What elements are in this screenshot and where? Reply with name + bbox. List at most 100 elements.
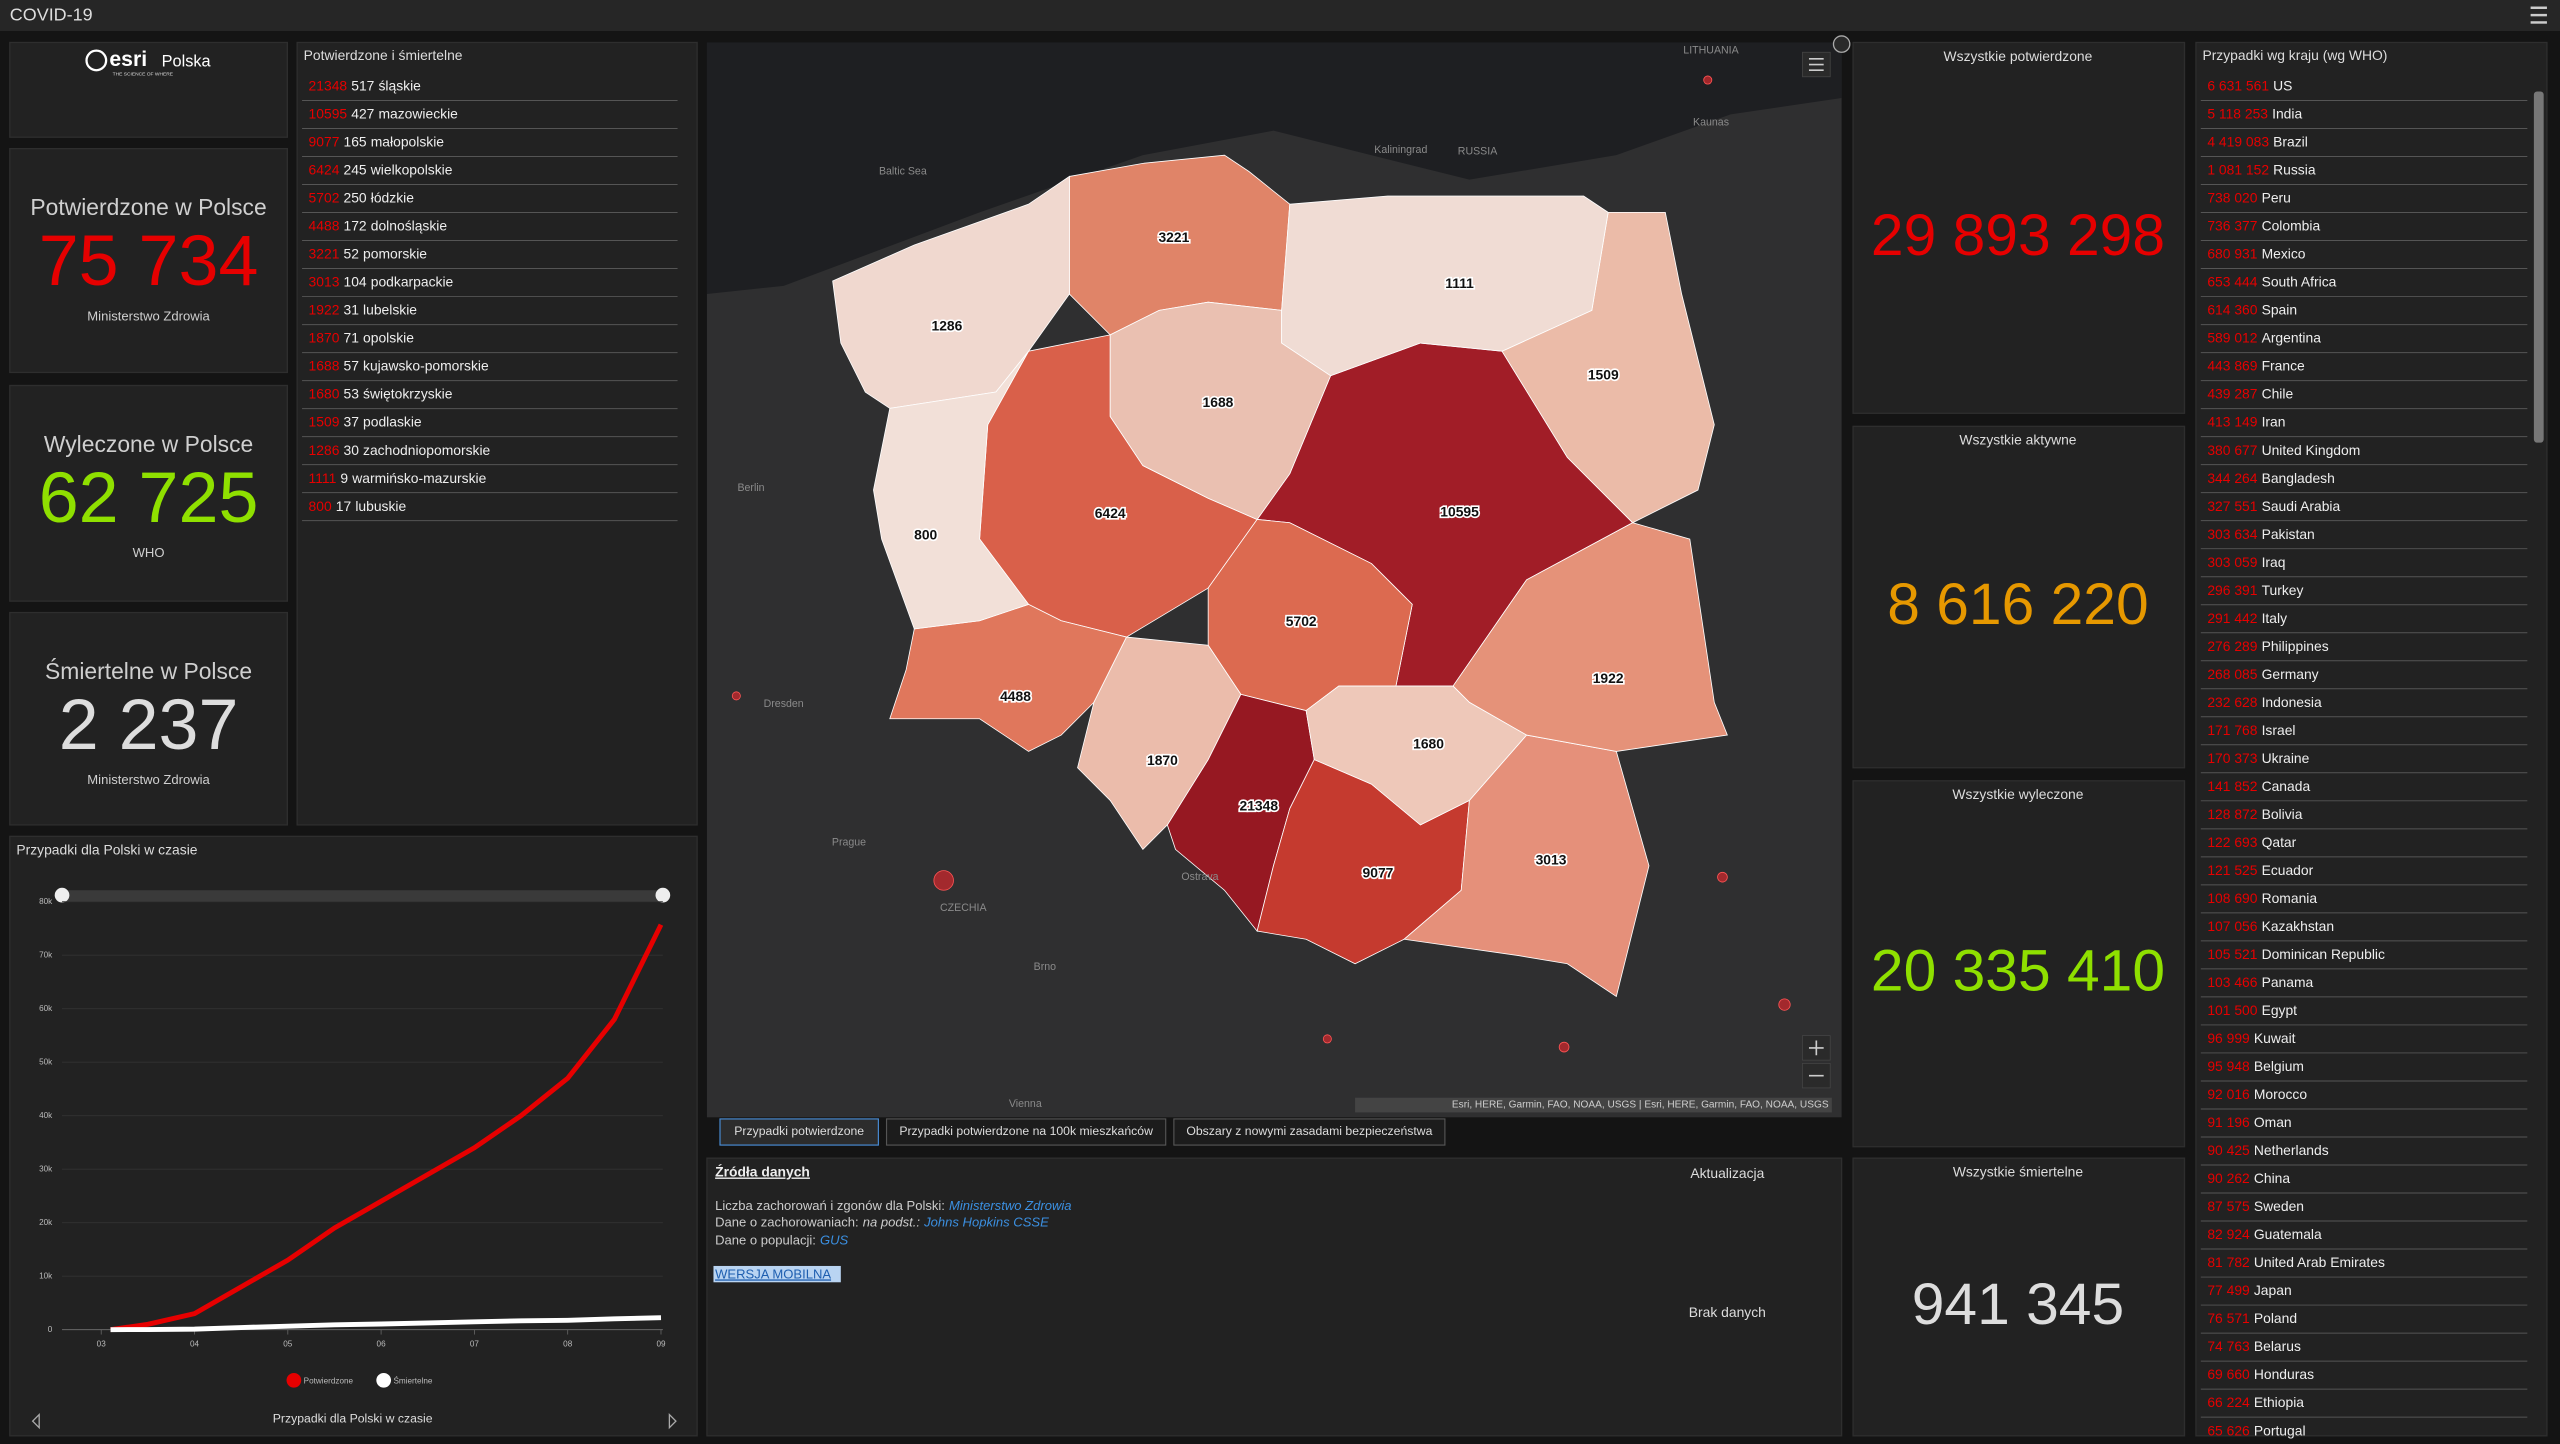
country-name: Brazil: [2273, 133, 2308, 149]
region-name: małopolskie: [371, 133, 445, 149]
x-tick-label: 06: [377, 1340, 387, 1349]
list-row: 276 289 Philippines: [2207, 638, 2328, 654]
series-line: [110, 923, 664, 1333]
region-cases: 1870: [309, 329, 340, 345]
mobile-highlight: [713, 1265, 841, 1283]
list-row: 141 852 Canada: [2207, 778, 2310, 794]
source-text: Dane o zachorowaniach:: [715, 1215, 859, 1230]
list-row: 10595 427 mazowieckie: [309, 105, 459, 121]
country-cases: 105 521: [2207, 946, 2257, 962]
list-row: 101 500 Egypt: [2207, 1002, 2297, 1018]
tab[interactable]: [885, 1118, 1167, 1146]
region-shape[interactable]: [1403, 734, 1650, 998]
region-shape[interactable]: [1305, 685, 1528, 826]
region-shape[interactable]: [1501, 211, 1715, 524]
list-row: 738 020 Peru: [2207, 189, 2291, 205]
region-cases: 1286: [309, 441, 340, 457]
region-name: śląskie: [378, 77, 421, 93]
map-attribution: Esri, HERE, Garmin, FAO, NOAA, USGS | Es…: [1452, 1100, 1829, 1111]
country-cases: 736 377: [2207, 217, 2257, 233]
slider-handle[interactable]: [655, 887, 671, 903]
country-name: Oman: [2254, 1114, 2292, 1130]
expand-button[interactable]: [1832, 35, 1851, 53]
region-shape[interactable]: [1077, 636, 1242, 851]
list-row: 107 056 Kazakhstan: [2207, 918, 2334, 934]
logo-globe: [85, 49, 108, 72]
region-name: lubuskie: [355, 497, 406, 513]
tab[interactable]: [1173, 1118, 1446, 1146]
region-map-label: 1688: [1203, 394, 1234, 410]
source-line: Dane o populacji: GUS: [715, 1233, 848, 1248]
attribution-bg: [1355, 1097, 1832, 1113]
list-row: 6424 245 wielkopolskie: [309, 161, 453, 177]
country-name: Russia: [2273, 161, 2316, 177]
list-row: 4 419 083 Brazil: [2207, 133, 2307, 149]
list-row: 1 081 152 Russia: [2207, 161, 2315, 177]
country-cases: 170 373: [2207, 750, 2257, 766]
country-cases: 5 118 253: [2207, 105, 2268, 121]
country-name: Peru: [2262, 189, 2291, 205]
region-deaths: 30: [344, 441, 360, 457]
city-marker: [1322, 1034, 1332, 1044]
region-map-label: 3221: [1158, 229, 1189, 245]
region-cases: 1922: [309, 301, 340, 317]
list-row: 413 149 Iran: [2207, 413, 2285, 429]
range-slider[interactable]: [62, 890, 663, 902]
source-link[interactable]: GUS: [820, 1233, 849, 1248]
kpi-source: Ministerstwo Zdrowia: [87, 308, 210, 323]
slider-handle[interactable]: [54, 887, 70, 903]
update-title: Aktualizacja: [1690, 1165, 1764, 1181]
country-cases: 296 391: [2207, 582, 2257, 598]
region-shape[interactable]: [1109, 301, 1332, 520]
country-cases: 6 631 561: [2207, 77, 2269, 93]
region-shape[interactable]: [1281, 195, 1609, 377]
tab-label: Przypadki potwierdzone na 100k mieszkańc…: [899, 1124, 1153, 1138]
list-row: 327 551 Saudi Arabia: [2207, 497, 2340, 513]
list-row: 589 012 Argentina: [2207, 329, 2321, 345]
list-row: 5 118 253 India: [2207, 105, 2302, 121]
list-row: 92 016 Morocco: [2207, 1086, 2307, 1102]
region-map-label: 1111: [1445, 275, 1474, 291]
region-name: wielkopolskie: [370, 161, 453, 177]
list-row: 74 763 Belarus: [2207, 1338, 2301, 1354]
country-name: Ethiopia: [2254, 1394, 2304, 1410]
source-link[interactable]: Ministerstwo Zdrowia: [949, 1199, 1072, 1214]
zoom-in-button[interactable]: [1802, 1035, 1831, 1061]
country-name: Saudi Arabia: [2262, 497, 2341, 513]
kpi-title: Potwierdzone w Polsce: [30, 194, 266, 220]
country-cases: 268 085: [2207, 666, 2257, 682]
place-label: RUSSIA: [1458, 146, 1498, 158]
region-map-label: 5702: [1286, 613, 1317, 629]
region-name: opolskie: [363, 329, 414, 345]
x-tick-label: 05: [283, 1340, 293, 1349]
country-cases: 90 262: [2207, 1170, 2250, 1186]
kpi-value: 29 893 298: [1871, 203, 2165, 268]
country-cases: 344 264: [2207, 469, 2257, 485]
kpi-value: 8 616 220: [1887, 572, 2148, 637]
menu-icon[interactable]: [2530, 6, 2547, 24]
kpi-title: Śmiertelne w Polsce: [45, 658, 252, 684]
region-cases: 3221: [309, 245, 340, 261]
list-row: 4488 172 dolnośląskie: [309, 217, 448, 233]
region-deaths: 37: [344, 413, 360, 429]
country-cases: 1 081 152: [2207, 161, 2269, 177]
region-name: warmińsko-mazurskie: [351, 469, 486, 485]
kpi-title: Wszystkie śmiertelne: [1953, 1164, 2084, 1180]
zoom-out-button[interactable]: [1802, 1062, 1831, 1089]
source-text: na podst.:: [863, 1215, 921, 1230]
scrollbar[interactable]: [2533, 91, 2544, 443]
list-row: 5702 250 łódzkie: [309, 189, 415, 205]
source-link[interactable]: Johns Hopkins CSSE: [923, 1215, 1049, 1230]
country-name: Honduras: [2254, 1366, 2314, 1382]
region-cases: 9077: [309, 133, 340, 149]
kpi-panel: [9, 147, 288, 374]
region-shape[interactable]: [873, 350, 1030, 630]
country-cases: 96 999: [2207, 1030, 2250, 1046]
country-name: India: [2272, 105, 2302, 121]
sources-title: Źródła danych: [715, 1164, 810, 1180]
mobile-link: WERSJA MOBILNA: [715, 1266, 831, 1281]
country-cases: 108 690: [2207, 890, 2257, 906]
kpi-title: Wszystkie aktywne: [1959, 432, 2076, 448]
tab[interactable]: [719, 1118, 879, 1146]
